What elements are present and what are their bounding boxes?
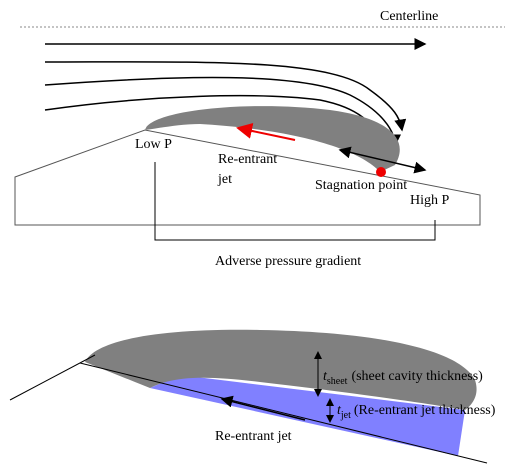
jet-label: Re-entrant <box>218 152 277 167</box>
wall <box>9 354 96 401</box>
stagnation-point <box>376 167 386 177</box>
high-p-label: High P <box>410 193 450 208</box>
sheet-label: tsheet (sheet cavity thickness) <box>323 369 483 387</box>
symbol: t <box>337 403 342 418</box>
jet-thickness-label: tjet (Re-entrant jet thickness) <box>337 403 496 421</box>
subscript: sheet <box>327 376 348 387</box>
stagnation-arrow <box>338 146 427 174</box>
bracket <box>154 162 436 241</box>
sheet-cavity <box>85 329 477 410</box>
wall <box>79 362 488 464</box>
jet-label: Re-entrant jet <box>215 429 292 444</box>
jet-arrow <box>236 123 296 141</box>
stagnation-label: Stagnation point <box>315 178 407 193</box>
gradient-label: Adverse pressure gradient <box>215 254 361 269</box>
body <box>14 129 481 226</box>
centerline-label: Centerline <box>380 9 438 24</box>
low-p-label: Low P <box>135 137 172 152</box>
jet-region <box>150 375 465 456</box>
cavity <box>145 106 400 172</box>
top-diagram: Centerline Low P Re-entrant jet Stagnati… <box>14 9 505 269</box>
text: (sheet cavity thickness) <box>351 369 483 384</box>
jet-arrow <box>220 395 306 421</box>
jet-label: jet <box>217 172 232 187</box>
bottom-diagram: tsheet (sheet cavity thickness) tjet (Re-e… <box>9 329 496 464</box>
symbol: t <box>323 369 328 384</box>
subscript: jet <box>340 410 351 421</box>
text: (Re-entrant jet thickness) <box>354 403 496 418</box>
